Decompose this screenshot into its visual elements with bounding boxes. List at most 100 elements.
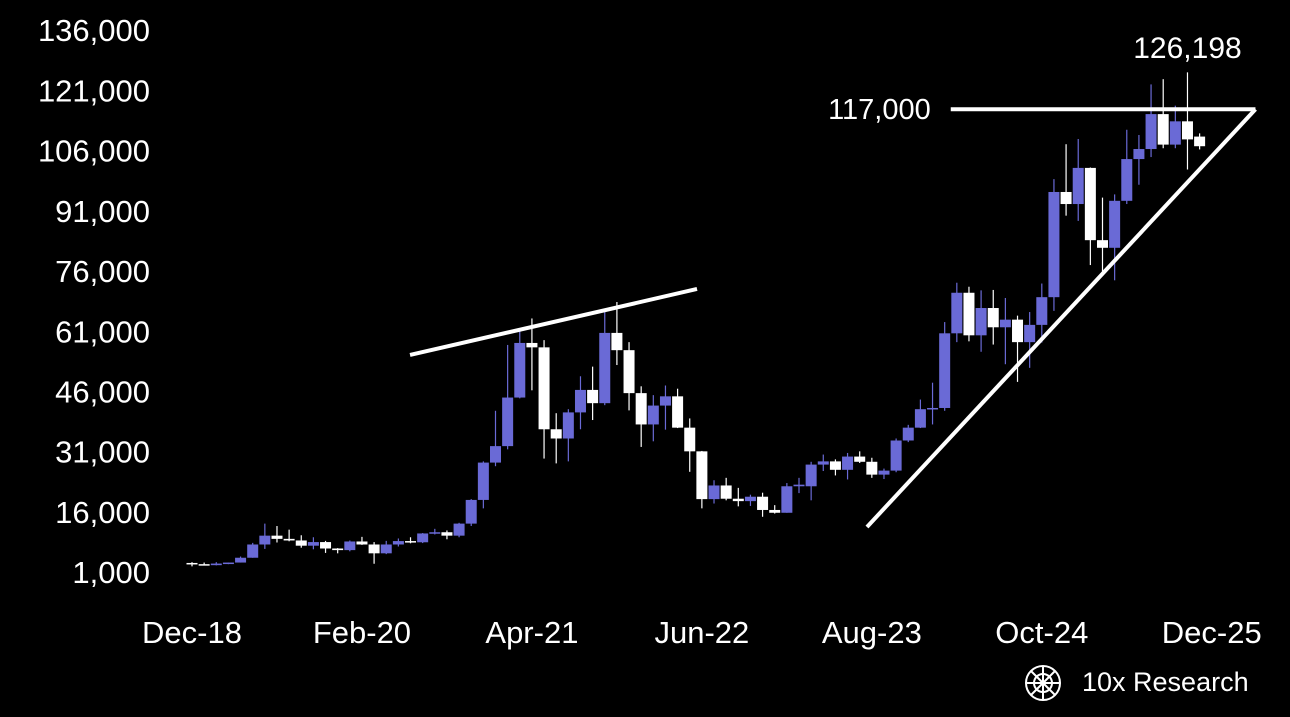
- candle-body: [951, 292, 963, 334]
- candle-body: [781, 486, 793, 513]
- x-tick-label: Oct-24: [995, 615, 1088, 650]
- candle-body: [490, 446, 501, 463]
- candle-body: [769, 509, 781, 513]
- trend-line: [409, 287, 698, 357]
- candle-body: [453, 523, 465, 536]
- x-tick-label: Apr-21: [485, 615, 578, 650]
- candle-body: [696, 451, 708, 500]
- y-tick-label: 121,000: [38, 73, 150, 108]
- candle-body: [1145, 114, 1157, 150]
- candle-body: [587, 389, 599, 404]
- candle-body: [902, 427, 914, 441]
- y-tick-label: 76,000: [55, 254, 150, 289]
- trend-line: [865, 107, 1257, 529]
- x-tick-label: Jun-22: [654, 615, 749, 650]
- candle-body: [659, 396, 671, 406]
- candle-body: [1012, 319, 1024, 343]
- candle-body: [611, 332, 623, 351]
- candle-body: [842, 456, 854, 470]
- candle-body: [502, 397, 514, 447]
- candle-body: [1048, 191, 1060, 298]
- candle-body: [1060, 191, 1072, 205]
- candle-body: [283, 538, 295, 541]
- candle-body: [708, 485, 720, 500]
- candle-body: [1036, 297, 1048, 325]
- candle-body: [805, 464, 817, 487]
- candle-body: [186, 562, 198, 565]
- x-tick-label: Dec-25: [1162, 615, 1262, 650]
- candle-body: [574, 389, 586, 413]
- candle-body: [1109, 200, 1121, 248]
- candle-body: [271, 535, 283, 539]
- candle-body: [259, 535, 271, 545]
- candle-body: [514, 342, 526, 398]
- candle-body: [829, 461, 841, 470]
- candle-body: [987, 308, 999, 328]
- x-tick-label: Aug-23: [822, 615, 922, 650]
- candle-body: [890, 440, 902, 471]
- candle-body: [1157, 114, 1169, 145]
- candle-body: [441, 532, 453, 536]
- candle-body: [854, 456, 866, 462]
- candle-body: [732, 498, 744, 502]
- candle-body: [1169, 121, 1181, 145]
- candle-body: [235, 557, 247, 563]
- candle-body: [344, 541, 356, 551]
- candle-body: [320, 542, 332, 549]
- candle-body: [222, 562, 234, 565]
- candle-body: [1121, 159, 1133, 201]
- candle-body: [878, 470, 890, 475]
- candle-body: [599, 332, 611, 404]
- logo-icon: [1025, 665, 1061, 701]
- candle-body: [417, 533, 429, 543]
- candle-body: [635, 393, 647, 425]
- y-tick-label: 46,000: [55, 375, 150, 410]
- candle-body: [550, 429, 562, 439]
- candle-body: [1084, 167, 1096, 241]
- candle-body: [647, 405, 659, 425]
- candle-body: [1133, 149, 1145, 160]
- candle-body: [963, 292, 975, 336]
- candle-body: [538, 347, 550, 430]
- candle-body: [1024, 324, 1036, 343]
- candle-body: [744, 496, 756, 502]
- candle-body: [562, 412, 574, 439]
- y-tick-label: 91,000: [55, 194, 150, 229]
- candle-body: [672, 396, 684, 428]
- candle-body: [817, 461, 829, 465]
- candle-body: [368, 544, 380, 554]
- candle-body: [623, 350, 635, 394]
- candle-body: [307, 542, 319, 546]
- y-tick-label: 31,000: [55, 435, 150, 470]
- candle-body: [247, 544, 259, 558]
- candle-body: [684, 427, 696, 452]
- candle-body: [720, 485, 732, 499]
- candle-body: [793, 484, 805, 487]
- logo-text: 10x Research: [1082, 667, 1249, 697]
- candle-body: [477, 462, 489, 500]
- x-tick-label: Dec-18: [142, 615, 242, 650]
- y-tick-label: 136,000: [38, 13, 150, 48]
- candle-body: [380, 544, 392, 554]
- candle-body: [939, 333, 951, 408]
- candle-body: [975, 308, 987, 336]
- candle-body: [1097, 240, 1108, 248]
- y-tick-label: 1,000: [72, 555, 150, 590]
- candle-body: [526, 342, 538, 348]
- candle-body: [1181, 121, 1193, 140]
- peak-label: 126,198: [1133, 32, 1241, 65]
- candle-body: [356, 541, 368, 545]
- y-tick-label: 106,000: [38, 134, 150, 169]
- candle-body: [295, 540, 307, 546]
- candle-body: [332, 548, 344, 551]
- candle-body: [198, 564, 210, 566]
- candle-body: [1194, 136, 1206, 147]
- candle-body: [757, 496, 769, 510]
- candle-body: [999, 319, 1011, 328]
- candle-body: [429, 532, 441, 534]
- candle-body: [1072, 167, 1084, 205]
- candle-body: [866, 461, 878, 475]
- level-label: 117,000: [828, 94, 931, 126]
